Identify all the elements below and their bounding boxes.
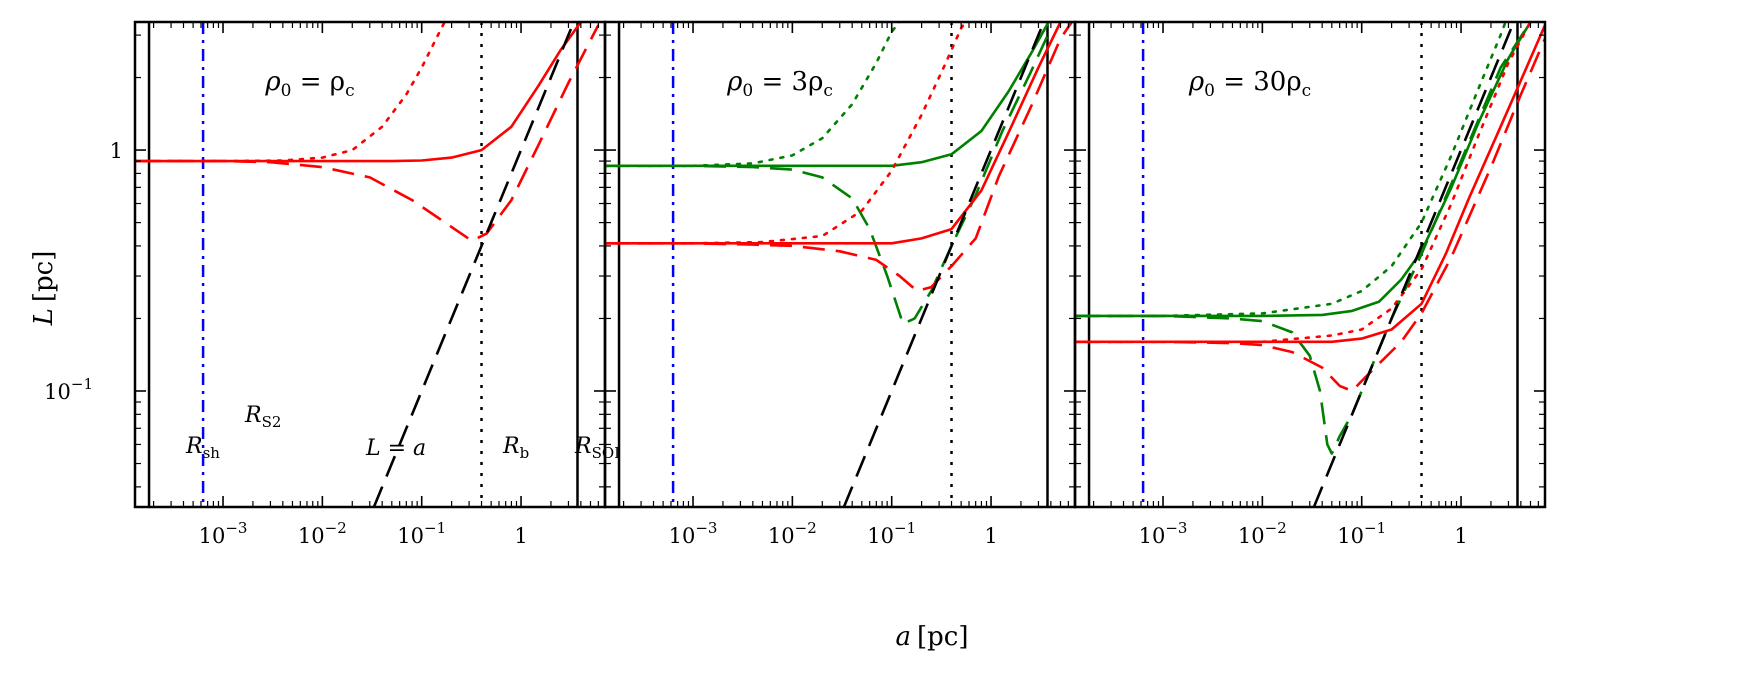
panel-frame (603, 20, 1077, 509)
x-tick-label: 10−2 (768, 519, 817, 548)
series-red-dotted (135, 22, 446, 163)
series-green-dashed (1075, 22, 1532, 455)
panel-2: 10−3 10−2 10−1 1 ρ0 = 3ρc (603, 20, 1077, 548)
series-red-dashed (1075, 38, 1545, 393)
panel-title: ρ0 = 3ρc (726, 67, 833, 101)
x-tick-label: 10−1 (397, 519, 446, 548)
y-axis-label: L[pc] (29, 251, 59, 327)
panels-group: 10−3 10−2 10−1 1 10−1 1 ρ0 = ρc Rsh RS2 Rb RSOI L =… (44, 20, 1547, 548)
y-tick-label: 1 (110, 139, 123, 163)
y-tick-label: 10−1 (44, 375, 93, 404)
x-tick-label: 10−3 (1139, 519, 1188, 548)
series-green-solid (605, 22, 1050, 168)
panel-3: 10−3 10−2 10−1 1 ρ0 = 30ρc (1073, 20, 1547, 548)
label-r-soi: RSOI (574, 434, 620, 462)
label-r-s2: RS2 (244, 403, 281, 431)
x-tick-label: 1 (514, 524, 527, 548)
x-axis-label: a [pc] (895, 622, 968, 652)
series-red-solid (1075, 24, 1545, 344)
x-tick-label: 10−1 (1337, 519, 1386, 548)
series-red-dashed (605, 22, 1073, 293)
x-tick-label: 10−1 (867, 519, 916, 548)
label-l-eq-a: L = a (365, 436, 426, 461)
label-r-b: Rb (502, 434, 529, 462)
x-tick-label: 10−3 (669, 519, 718, 548)
series-green-dashed (605, 27, 1053, 326)
x-tick-label: 10−3 (199, 519, 248, 548)
plot-area (135, 22, 600, 507)
x-tick-label: 1 (984, 524, 997, 548)
x-tick-label: 10−2 (1238, 519, 1287, 548)
series-green-solid (1075, 22, 1532, 318)
panel-1: 10−3 10−2 10−1 1 10−1 1 ρ0 = ρc Rsh RS2 Rb RSOI L =… (44, 20, 620, 548)
label-r-sh: Rsh (185, 434, 220, 462)
series-red-dotted (1075, 22, 1532, 344)
panel-title: ρ0 = ρc (264, 67, 354, 101)
series-green-dotted (605, 22, 901, 168)
plot-area (1075, 22, 1545, 507)
x-tick-label: 1 (1454, 524, 1467, 548)
series-green-dotted (1075, 22, 1507, 318)
plot-area (605, 22, 1073, 507)
panel-frame (133, 20, 607, 509)
series-black-dashed (1312, 22, 1516, 507)
series-red-dotted (605, 22, 967, 245)
series-red-dashed (135, 24, 600, 243)
series-black-dashed (372, 22, 576, 507)
panel-title: ρ0 = 30ρc (1188, 67, 1311, 101)
series-black-dashed (842, 22, 1046, 507)
x-tick-label: 10−2 (298, 519, 347, 548)
